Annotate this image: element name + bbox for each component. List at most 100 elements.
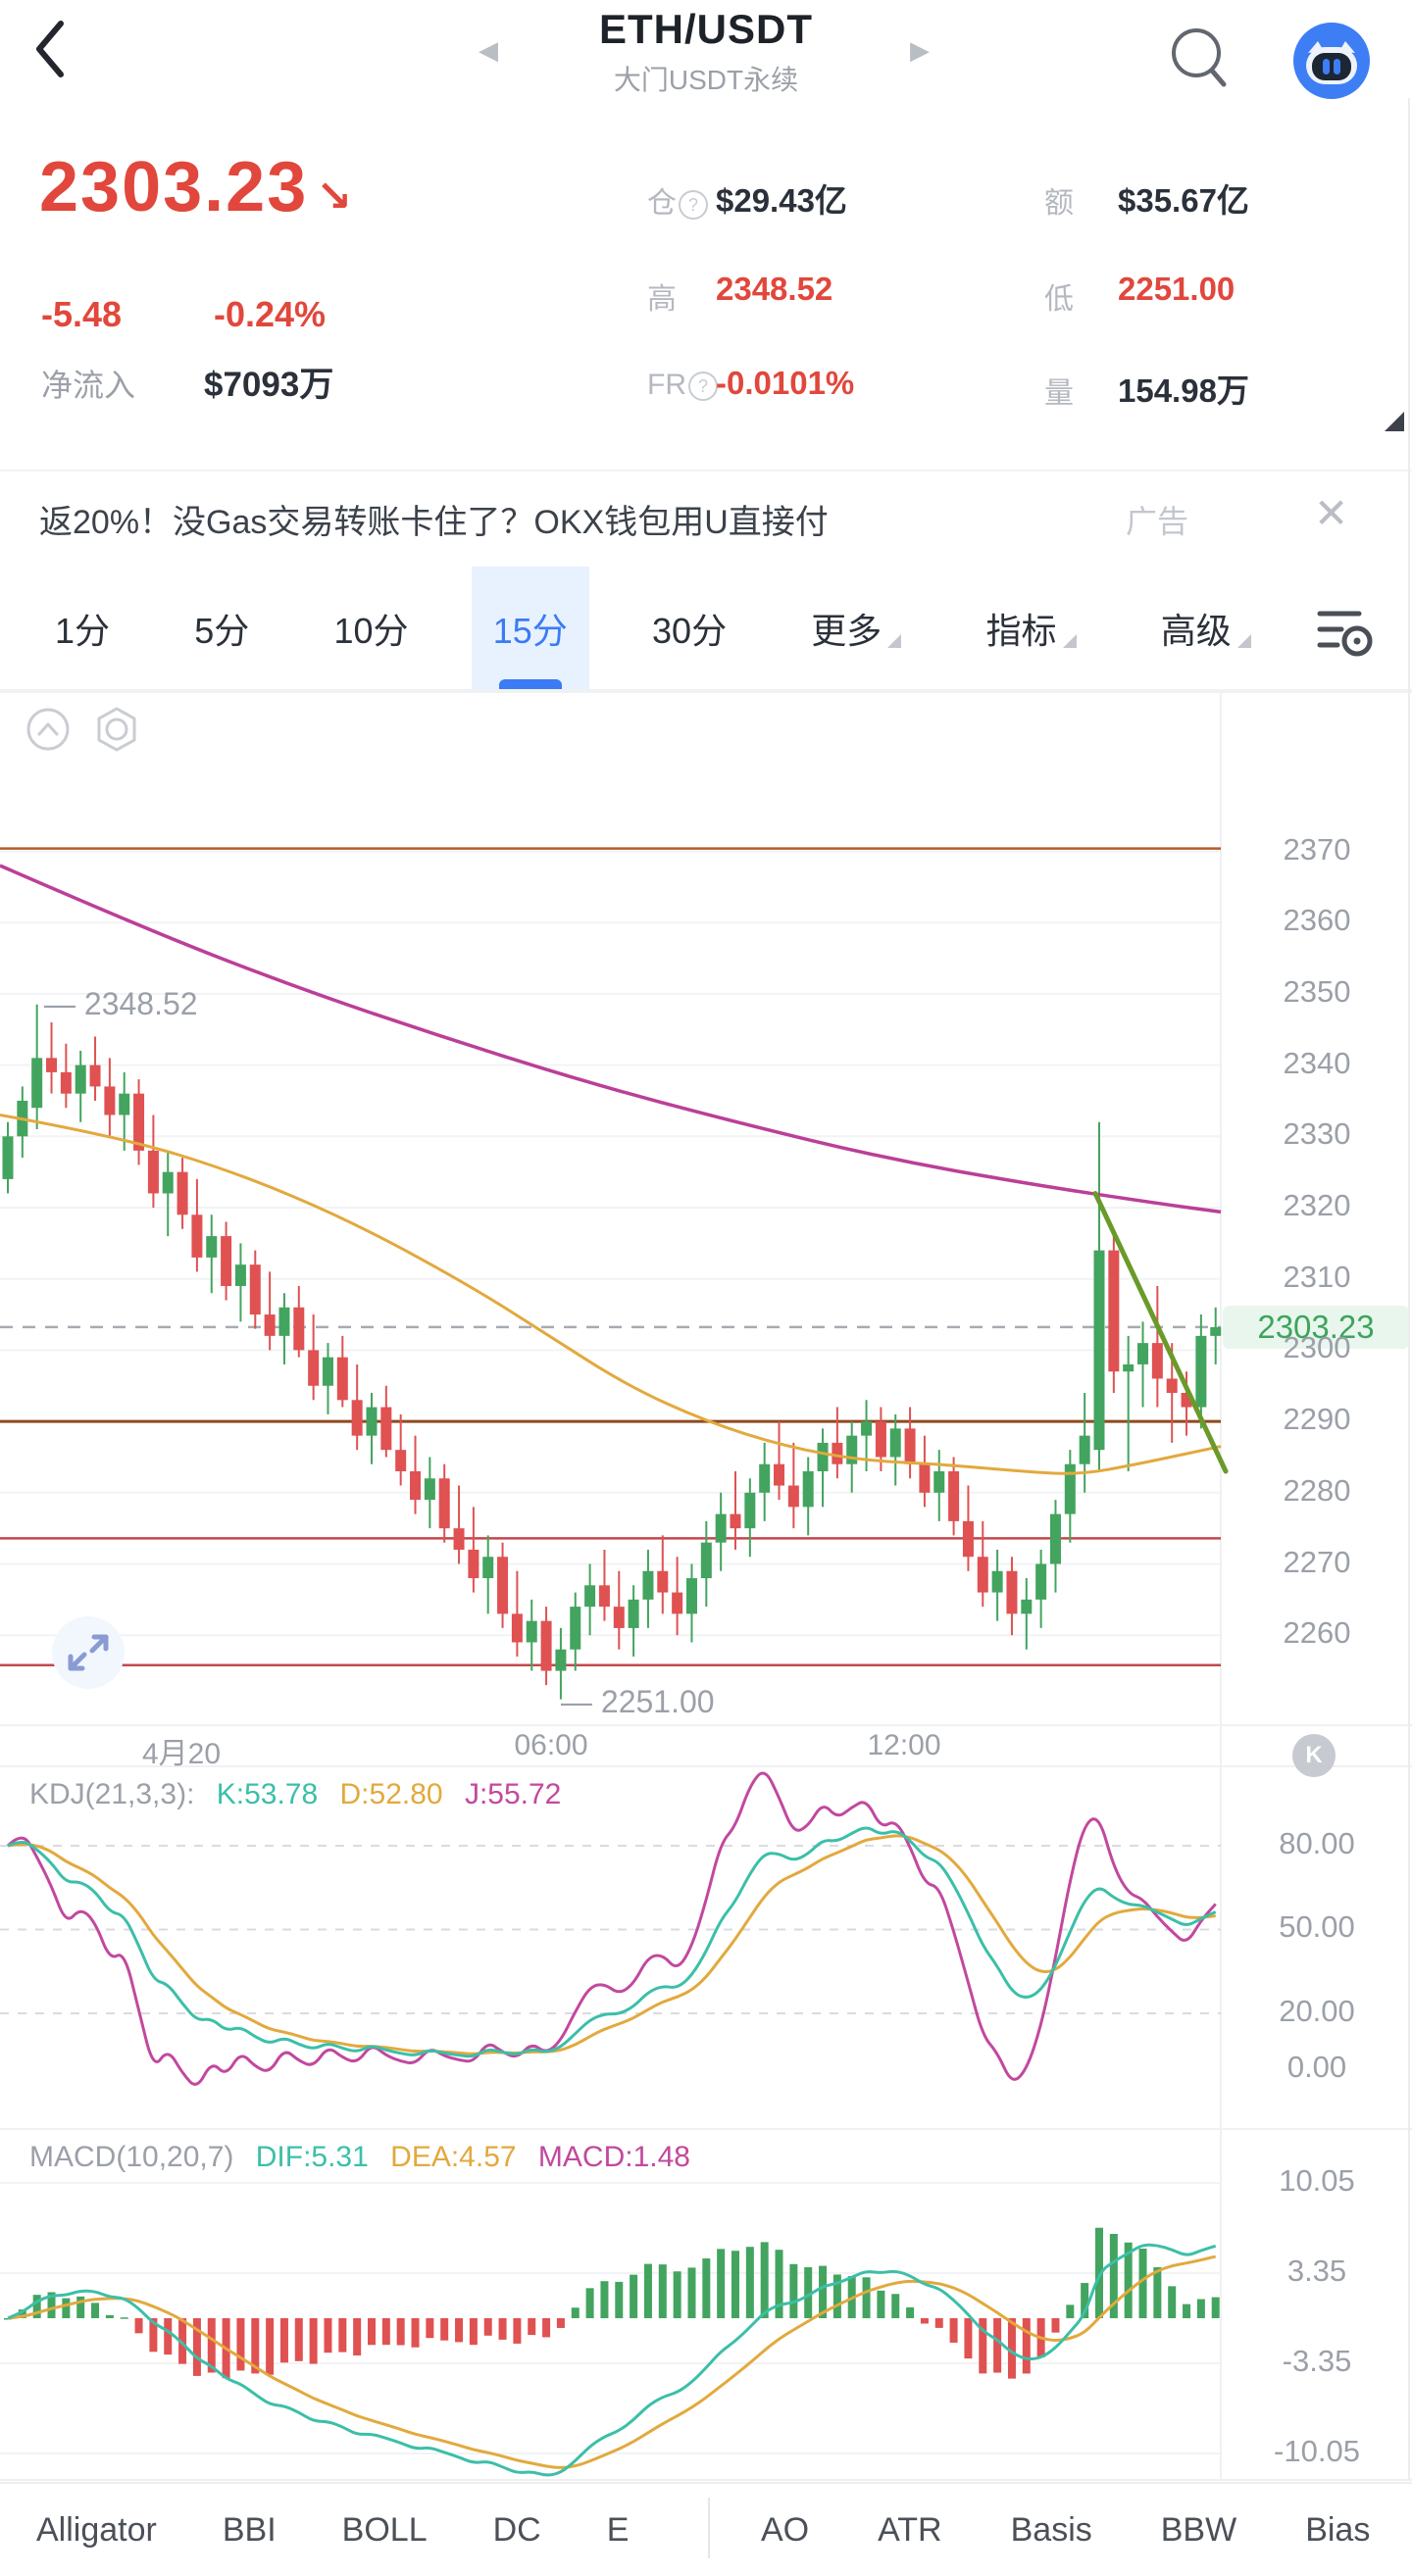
stat-value: $29.43亿 [716,182,847,219]
chart-toolbar [26,707,136,752]
candle-27 [395,1450,407,1471]
chart-settings-icon[interactable] [1314,567,1379,691]
candle-41 [598,1585,610,1608]
timeframe-tab-指标[interactable]: 指标 [965,567,1098,689]
candle-73 [1064,1463,1076,1514]
pair-title[interactable]: ETH/USDT [599,6,813,52]
price-tick-2300: 2300 [1283,1330,1351,1365]
stat-label-量: 量 [1044,377,1074,410]
close-ad-icon[interactable]: ✕ [1314,490,1349,536]
help-icon[interactable]: ? [688,372,718,401]
indicator-tab-BBI[interactable]: BBI [222,2510,277,2549]
candle-12 [176,1171,188,1215]
timeframe-tab-15分[interactable]: 15分 [471,567,589,689]
kdj-legend[interactable]: KDJ(21,3,3): K:53.78 D:52.80 J:55.72 [29,1778,575,1811]
candle-16 [234,1264,246,1286]
stat-label-FR: FR? [647,369,718,402]
candle-80 [1166,1378,1178,1394]
kline-badge-button[interactable]: K [1292,1734,1336,1777]
candle-54 [787,1485,799,1508]
candle-68 [991,1570,1003,1593]
price-tick-2290: 2290 [1283,1402,1351,1437]
stat-label-额: 额 [1044,187,1074,220]
timeframe-tab-更多[interactable]: 更多 [789,567,923,689]
timeframe-tab-1分[interactable]: 1分 [55,610,111,651]
stat-value: 2251.00 [1118,271,1236,307]
candle-18 [264,1314,276,1336]
candle-74 [1079,1435,1090,1464]
candle-60 [875,1421,886,1458]
candle-62 [904,1428,916,1464]
candle-83 [1210,1326,1222,1336]
stat-value: $35.67亿 [1118,182,1249,219]
indicator-tab-Basis[interactable]: Basis [1010,2510,1092,2549]
candle-47 [685,1578,697,1614]
candle-31 [453,1528,465,1550]
macd-tick: -10.05 [1274,2433,1360,2468]
candle-39 [570,1607,581,1650]
indicator-tab-BOLL[interactable]: BOLL [341,2510,428,2549]
macd-dea-value: DEA:4.57 [390,2141,517,2173]
candle-33 [482,1557,494,1579]
timeframe-tab-5分[interactable]: 5分 [194,610,250,651]
candle-63 [919,1463,931,1493]
ad-text[interactable]: 返20%！没Gas交易转账卡住了？OKX钱包用U直接付 [39,504,829,541]
price-tick-2330: 2330 [1283,1116,1351,1152]
kdj-d-value: D:52.80 [339,1778,443,1810]
help-icon[interactable]: ? [679,190,708,220]
candle-34 [497,1557,509,1614]
ma-slow-line [0,864,1222,1214]
candle-57 [832,1442,843,1464]
candle-58 [846,1435,858,1464]
candle-40 [584,1585,596,1608]
drawn-trendline[interactable] [1092,1190,1229,1474]
stat-label-仓: 仓? [647,178,708,222]
macd-legend[interactable]: MACD(10,20,7) DIF:5.31 DEA:4.57 MACD:1.4… [29,2141,704,2174]
candle-9 [133,1093,145,1151]
price-change-percent: -0.24% [214,294,327,334]
indicator-tab-bar: Alligator BBI BOLL DC E AO ATR Basis BBW Bias [0,2482,1412,2576]
indicator-tab-Bias[interactable]: Bias [1305,2510,1371,2549]
candle-71 [1035,1563,1047,1600]
price-tick-2260: 2260 [1283,1615,1351,1651]
fullscreen-chart-icon[interactable] [51,1615,126,1690]
timeframe-tab-bar: 1分 5分 10分 15分 30分 更多 指标 高级 [0,567,1412,691]
indicator-tab-ATR[interactable]: ATR [878,2510,942,2549]
candle-3 [46,1058,58,1072]
back-icon[interactable] [24,18,78,80]
indicator-bar-divider [708,2498,710,2558]
candle-69 [1006,1570,1018,1614]
timeframe-tab-10分[interactable]: 10分 [333,610,409,651]
candle-7 [104,1086,116,1115]
next-pair-icon[interactable]: ▶ [910,35,930,65]
candle-70 [1021,1599,1033,1614]
candle-19 [278,1307,290,1336]
candle-17 [249,1264,261,1315]
candle-77 [1123,1363,1135,1372]
candle-82 [1195,1335,1207,1408]
ma-fast-line [0,1114,1222,1475]
candle-2 [31,1058,43,1109]
scrollbar-track [1408,0,1410,2480]
timeframe-tab-高级[interactable]: 高级 [1139,567,1273,689]
avatar-bot-icon[interactable] [1292,22,1371,100]
ad-tag: 广告 [1126,504,1189,539]
candle-53 [774,1463,785,1486]
indicator-tab-BBW[interactable]: BBW [1160,2510,1237,2549]
indicator-tab-DC[interactable]: DC [492,2510,541,2549]
indicator-tab-AO[interactable]: AO [761,2510,810,2549]
indicator-tab-E[interactable]: E [606,2510,630,2549]
main-indicator-tabs: Alligator BBI BOLL DC E [36,2484,629,2576]
timeframe-tab-30分[interactable]: 30分 [652,610,728,651]
candle-67 [977,1557,988,1593]
candle-29 [424,1478,435,1501]
ad-banner[interactable]: 返20%！没Gas交易转账卡住了？OKX钱包用U直接付 广告 ✕ [0,470,1412,569]
expand-stats-icon[interactable] [1385,412,1404,431]
dropdown-caret-icon [1236,633,1251,648]
prev-pair-icon[interactable]: ◀ [479,35,498,65]
indicator-tab-Alligator[interactable]: Alligator [36,2510,157,2549]
candle-36 [526,1620,537,1643]
candle-6 [89,1065,101,1087]
search-icon[interactable] [1169,25,1234,92]
